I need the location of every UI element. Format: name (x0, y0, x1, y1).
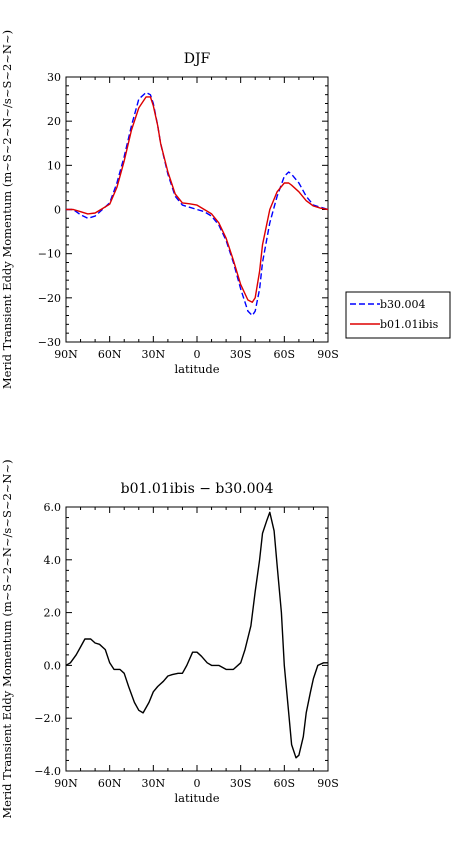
series-line-b30-004 (66, 91, 329, 317)
x-tick-label: 90N (54, 348, 78, 361)
x-axis-label: latitude (174, 791, 219, 805)
chart-title: b01.01ibis − b30.004 (121, 481, 274, 497)
x-tick-label: 60S (274, 348, 296, 361)
x-tick-label: 30S (230, 348, 252, 361)
y-tick-label: 20 (47, 115, 61, 128)
plot-frame (65, 506, 329, 772)
y-tick-label: −10 (38, 248, 61, 261)
legend-entry: b30.004 (380, 298, 426, 311)
y-tick-label: 0 (54, 204, 61, 217)
y-tick-label: 4.0 (44, 554, 62, 567)
legend: b30.004 b01.01ibis (345, 291, 451, 339)
x-tick-label: 0 (194, 348, 201, 361)
x-tick-label: 60N (98, 348, 122, 361)
top-panel-djf: DJF 90N 60N 30N 0 30S 60S 90S 30 20 10 0 −10 −20 −30 la… (0, 30, 339, 389)
series-line-difference (65, 511, 328, 759)
bottom-panel-difference: b01.01ibis − b30.004 90N 60N 30N 0 30S 60S 90S 6… (0, 459, 339, 818)
chart-title: DJF (184, 51, 211, 67)
y-tick-label: −30 (38, 336, 61, 349)
y-tick-label: 0.0 (44, 659, 62, 672)
y-tick-label: 30 (47, 71, 61, 84)
x-tick-label: 60N (98, 777, 122, 790)
x-tick-label: 90S (317, 777, 339, 790)
x-tick-label: 90S (317, 348, 339, 361)
y-tick-label: −4.0 (34, 765, 61, 778)
plot-frame (65, 76, 329, 343)
y-tick-label: 10 (47, 159, 61, 172)
legend-box (345, 291, 451, 339)
x-axis-label: latitude (174, 362, 219, 376)
x-tick-label: 60S (274, 777, 296, 790)
x-tick-label: 0 (194, 777, 201, 790)
y-tick-label: 2.0 (44, 607, 62, 620)
y-axis-label: Merid Transient Eddy Momentum (m~S~2~N~/… (0, 30, 14, 389)
series-line-b01-01ibis (66, 96, 329, 303)
y-tick-label: 6.0 (44, 501, 62, 514)
y-tick-label: −2.0 (34, 712, 61, 725)
x-tick-label: 30S (230, 777, 252, 790)
x-tick-label: 30N (142, 348, 166, 361)
x-tick-label: 30N (142, 777, 166, 790)
y-tick-label: −20 (38, 292, 61, 305)
x-tick-label: 90N (54, 777, 78, 790)
y-axis-label: Merid Transient Eddy Momentum (m~S~2~N~/… (0, 459, 14, 818)
legend-entry: b01.01ibis (380, 318, 439, 331)
